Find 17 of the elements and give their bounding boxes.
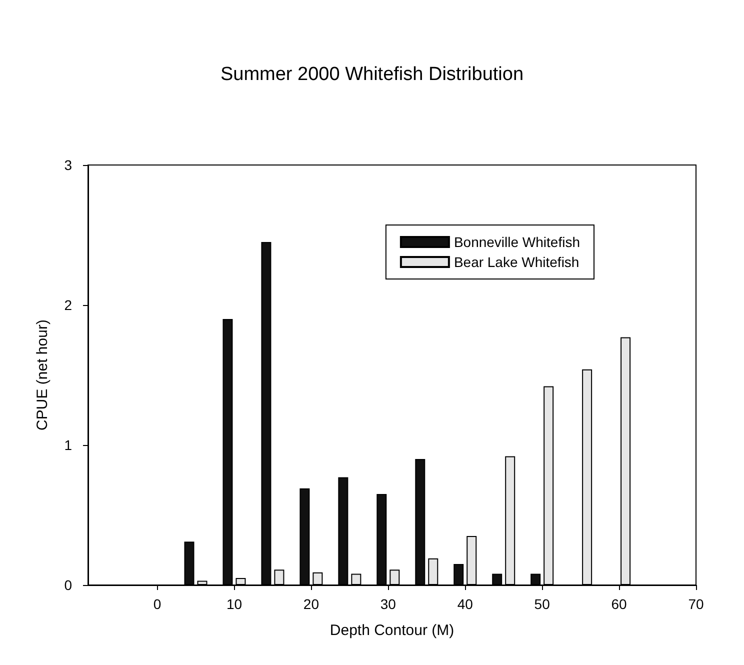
- y-tick-label: 0: [64, 577, 72, 593]
- legend-label: Bonneville Whitefish: [454, 234, 580, 250]
- chart-title: Summer 2000 Whitefish Distribution: [220, 64, 524, 85]
- x-axis-title: Depth Contour (M): [330, 622, 454, 639]
- y-axis-title: CPUE (net hour): [34, 320, 51, 430]
- x-tick-label: 50: [534, 596, 550, 612]
- x-tick-label: 70: [688, 596, 704, 612]
- x-tick-label: 20: [303, 596, 320, 612]
- x-tick-label: 60: [611, 596, 628, 612]
- x-tick-label: 30: [380, 596, 396, 612]
- legend-label: Bear Lake Whitefish: [454, 254, 580, 270]
- x-tick-label: 40: [457, 596, 474, 612]
- y-tick-label: 1: [64, 437, 72, 453]
- y-tick-label: 2: [64, 297, 72, 313]
- x-tick-label: 0: [153, 596, 162, 612]
- x-tick-label: 10: [226, 596, 242, 612]
- y-tick-label: 3: [64, 157, 72, 173]
